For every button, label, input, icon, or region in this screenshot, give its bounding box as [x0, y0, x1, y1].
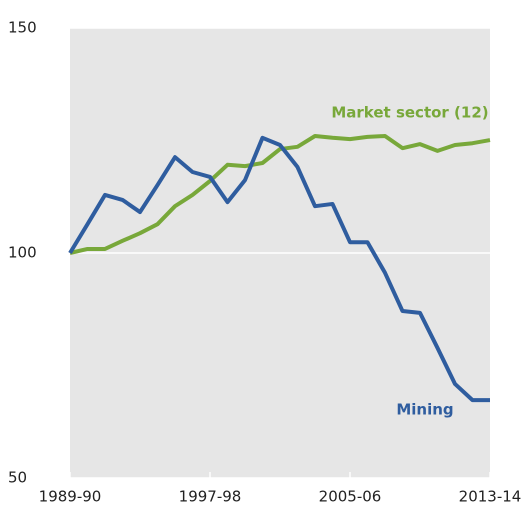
x-tick-label: 1989-90 [39, 488, 102, 506]
line-series [68, 135, 490, 403]
x-tick-label: 1997-98 [179, 488, 242, 506]
series-label: Market sector (12) [331, 104, 488, 122]
line-series [69, 134, 491, 255]
series-label: Mining [396, 401, 453, 419]
y-tick-label: 150 [8, 19, 37, 37]
y-tick-label: 100 [8, 244, 37, 262]
y-tick-label: 50 [8, 469, 27, 487]
x-tick-label: 2005-06 [319, 488, 382, 506]
x-tick-label: 2013-14 [459, 488, 522, 506]
